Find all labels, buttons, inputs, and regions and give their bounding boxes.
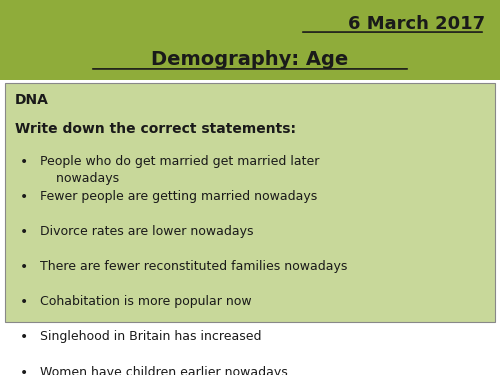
Text: •: •	[20, 366, 28, 375]
Text: People who do get married get married later
    nowadays: People who do get married get married la…	[40, 154, 320, 184]
Text: Divorce rates are lower nowadays: Divorce rates are lower nowadays	[40, 225, 254, 238]
Text: •: •	[20, 225, 28, 239]
Text: •: •	[20, 154, 28, 169]
Text: Cohabitation is more popular now: Cohabitation is more popular now	[40, 295, 252, 308]
Text: •: •	[20, 260, 28, 274]
Text: 6 March 2017: 6 March 2017	[348, 15, 485, 33]
Text: Demography: Age: Demography: Age	[152, 50, 348, 69]
Text: There are fewer reconstituted families nowadays: There are fewer reconstituted families n…	[40, 260, 348, 273]
Text: Singlehood in Britain has increased: Singlehood in Britain has increased	[40, 330, 262, 344]
Text: DNA: DNA	[15, 93, 49, 107]
FancyBboxPatch shape	[0, 0, 500, 80]
Text: •: •	[20, 330, 28, 344]
Text: •: •	[20, 295, 28, 309]
FancyBboxPatch shape	[5, 83, 495, 322]
Text: •: •	[20, 190, 28, 204]
Text: Write down the correct statements:: Write down the correct statements:	[15, 122, 296, 136]
Text: Fewer people are getting married nowadays: Fewer people are getting married nowaday…	[40, 190, 318, 203]
Text: Women have children earlier nowadays: Women have children earlier nowadays	[40, 366, 288, 375]
